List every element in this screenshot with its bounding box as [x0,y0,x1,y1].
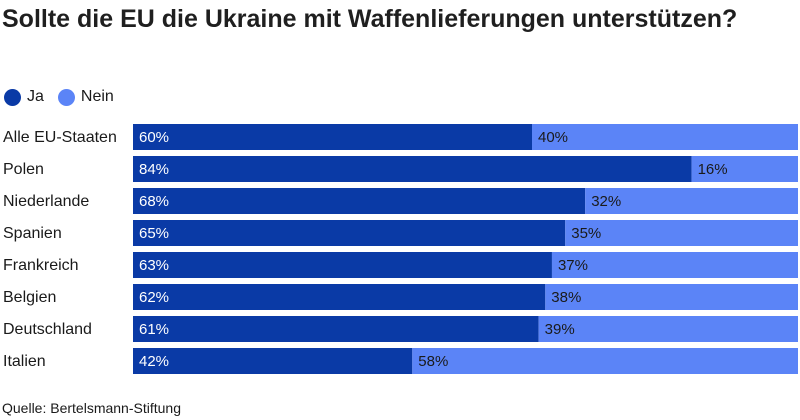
data-label-nein-spanien: 35% [571,225,601,242]
bar-nein-polen [691,156,798,182]
bar-ja-spanien [133,220,566,246]
bar-ja-belgien [133,284,546,310]
category-label-italien: Italien [3,353,46,370]
legend-label-ja: Ja [27,88,44,105]
source-note: Quelle: Bertelsmann-Stiftung [2,400,181,416]
bar-nein-frankreich [551,252,798,278]
data-label-ja-niederlande: 68% [139,193,169,210]
bar-nein-deutschland [538,316,798,342]
data-label-ja-italien: 42% [139,353,169,370]
data-label-ja-polen: 84% [139,161,169,178]
bar-ja-frankreich [133,252,552,278]
bar-nein-spanien [565,220,798,246]
legend-item-nein: Nein [57,88,114,106]
data-label-ja-frankreich: 63% [139,257,169,274]
category-label-alle-eu-staaten: Alle EU-Staaten [3,129,117,146]
bar-ja-alle-eu-staaten [133,124,532,150]
bar-nein-italien [412,348,798,374]
bar-nein-belgien [545,284,798,310]
data-label-nein-polen: 16% [698,161,728,178]
bar-ja-niederlande [133,188,586,214]
data-label-ja-spanien: 65% [139,225,169,242]
data-label-nein-alle-eu-staaten: 40% [538,129,568,146]
legend-swatch-nein [57,88,75,106]
data-label-nein-italien: 58% [418,353,448,370]
data-label-nein-niederlande: 32% [591,193,621,210]
bar-nein-niederlande [585,188,798,214]
category-label-frankreich: Frankreich [3,257,79,274]
bar-ja-polen [133,156,692,182]
bar-chart: Alle EU-Staaten 60% 40% Polen 84% 16% Niederla… [3,124,798,374]
legend: Ja Nein [4,86,128,108]
legend-item-ja: Ja [4,88,44,106]
legend-swatch-ja [4,88,21,106]
bar-nein-alle-eu-staaten [532,124,798,150]
data-label-nein-frankreich: 37% [558,257,588,274]
data-label-nein-belgien: 38% [551,289,581,306]
data-label-nein-deutschland: 39% [545,321,575,338]
legend-label-nein: Nein [80,88,114,105]
bar-ja-deutschland [133,316,539,342]
category-label-spanien: Spanien [3,225,62,242]
data-label-ja-belgien: 62% [139,289,169,306]
category-label-belgien: Belgien [3,289,56,306]
data-label-ja-alle-eu-staaten: 60% [139,129,169,146]
chart-title: Sollte die EU die Ukraine mit Waffenlief… [2,5,738,33]
category-label-polen: Polen [3,161,44,178]
data-label-ja-deutschland: 61% [139,321,169,338]
bar-ja-italien [133,348,413,374]
category-label-niederlande: Niederlande [3,193,89,210]
category-label-deutschland: Deutschland [3,321,92,338]
